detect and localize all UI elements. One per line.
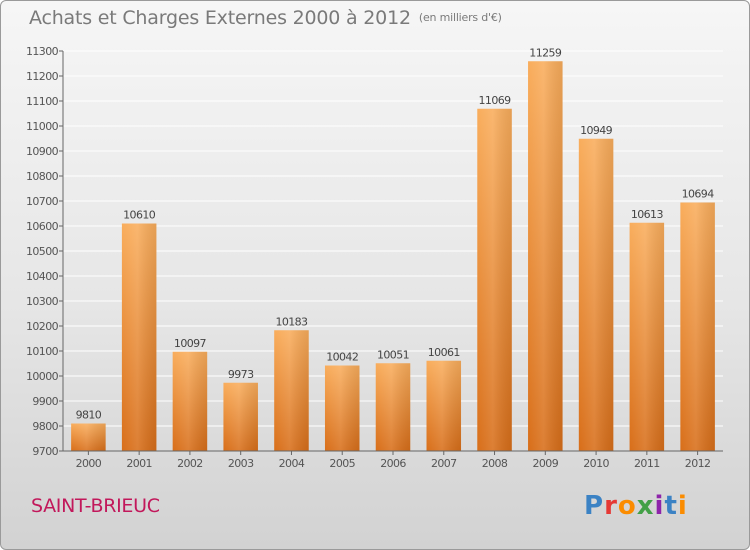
x-tick-label: 2007: [431, 457, 457, 470]
y-tick-label: 11300: [26, 45, 59, 58]
chart-title-text: Achats et Charges Externes 2000 à 2012: [29, 7, 411, 29]
bar-shine-2007: [426, 360, 462, 451]
y-tick-label: 11000: [26, 120, 59, 133]
bar-shine-2009: [528, 61, 563, 451]
x-tick-label: 2006: [380, 457, 406, 470]
y-tick-label: 11100: [26, 95, 59, 108]
data-label-2011: 10613: [631, 208, 664, 221]
data-label-2008: 11069: [479, 94, 512, 107]
bar-shine-2011: [629, 222, 665, 451]
x-tick-label: 2011: [634, 457, 660, 470]
bar-shine-2005: [324, 365, 360, 451]
y-axis-ticks: 9700 9800 9900 10000 10100 10200 10300 10400 105…: [26, 45, 63, 458]
bar-shine-2003: [223, 382, 258, 451]
bar-shine-2001: [121, 223, 157, 451]
chart-title: Achats et Charges Externes 2000 à 2012 (e…: [29, 7, 502, 29]
bar-shine-2000: [71, 423, 106, 451]
x-tick-label: 2003: [228, 457, 254, 470]
chart-unit: (en milliers d'€): [418, 11, 502, 24]
x-tick-label: 2000: [76, 457, 102, 470]
y-tick-label: 10200: [26, 320, 59, 333]
bar-shine-2008: [477, 108, 512, 451]
y-tick-label: 10400: [26, 270, 59, 283]
data-label-2003: 9973: [228, 368, 254, 381]
y-tick-label: 9800: [32, 420, 58, 433]
data-label-2002: 10097: [174, 337, 207, 350]
bar-shine-2012: [680, 202, 715, 451]
y-tick-label: 10900: [26, 145, 59, 158]
y-tick-label: 10300: [26, 295, 59, 308]
data-label-2012: 10694: [682, 188, 715, 201]
x-tick-label: 2002: [177, 457, 203, 470]
x-tick-label: 2004: [279, 457, 305, 470]
y-tick-label: 10800: [26, 170, 59, 183]
y-tick-label: 10700: [26, 195, 59, 208]
data-label-2010: 10949: [580, 124, 613, 137]
data-label-2004: 10183: [275, 315, 308, 328]
data-label-2005: 10042: [326, 351, 358, 364]
x-tick-label: 2012: [685, 457, 711, 470]
bars: 9810 10610 10097 9973 10183 10042 10051 10061 11…: [71, 46, 715, 451]
bar-shine-2010: [578, 138, 614, 451]
city-name: SAINT-BRIEUC: [31, 495, 160, 517]
x-tick-label: 2010: [583, 457, 609, 470]
y-tick-label: 10500: [26, 245, 59, 258]
data-label-2000: 9810: [76, 409, 102, 422]
y-tick-label: 10000: [26, 370, 59, 383]
bar-shine-2002: [172, 351, 208, 451]
x-axis-ticks: 2000 2001 2002 2003 2004 2005 2006 2007 2008 2009…: [76, 451, 711, 470]
brand-logo: Proxiti: [584, 491, 688, 521]
y-tick-label: 9700: [32, 445, 58, 458]
x-tick-label: 2009: [533, 457, 559, 470]
x-tick-label: 2001: [126, 457, 152, 470]
x-tick-label: 2005: [329, 457, 355, 470]
bar-shine-2006: [375, 363, 411, 451]
y-tick-label: 9900: [32, 395, 58, 408]
data-label-2006: 10051: [377, 348, 409, 361]
data-label-2001: 10610: [123, 209, 156, 222]
data-label-2007: 10061: [428, 346, 460, 359]
x-tick-label: 2008: [482, 457, 508, 470]
y-tick-label: 11200: [26, 70, 59, 83]
y-tick-label: 10100: [26, 345, 59, 358]
bar-shine-2004: [274, 330, 309, 451]
y-tick-label: 10600: [26, 220, 59, 233]
data-label-2009: 11259: [529, 46, 562, 59]
